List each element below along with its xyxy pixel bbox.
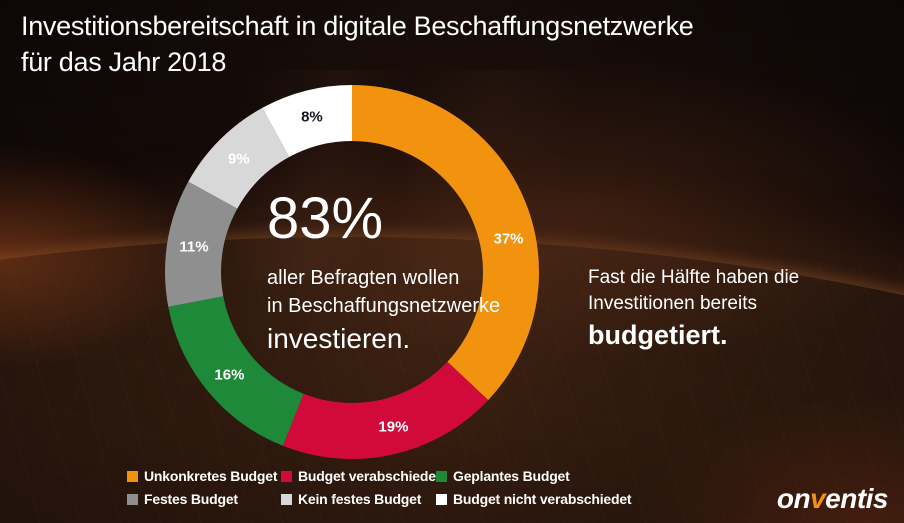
side-note-emphasis: budgetiert. (588, 320, 728, 350)
segment-value-label-3: 16% (214, 366, 245, 384)
legend-label-2: Budget verabschiedet (298, 468, 441, 484)
onventis-logo: onventis (776, 483, 889, 515)
segment-value-label-2: 19% (378, 418, 409, 436)
legend-item-5: Kein festes Budget (281, 491, 436, 507)
center-line-1: aller Befragten wollen (267, 267, 460, 289)
legend-label-3: Geplantes Budget (453, 468, 570, 484)
center-line-2: in Beschaffungsnetzwerke (267, 295, 501, 317)
donut-chart: 37% 19% 16% 11% 9% 8% (165, 85, 539, 459)
donut-segment-6 (165, 85, 539, 459)
legend-swatch-5 (281, 493, 292, 505)
donut-segment-4 (165, 85, 539, 459)
legend-swatch-4 (127, 493, 138, 505)
legend-label-4: Festes Budget (144, 491, 238, 507)
legend-item-2: Budget verabschiedet (281, 468, 440, 484)
page-title-line-2: für das Jahr 2018 (21, 47, 227, 77)
legend-label-1: Unkonkretes Budget (144, 468, 278, 484)
segment-value-label-4: 11% (179, 238, 209, 256)
side-note-line-2: Investitionen bereits (588, 293, 757, 314)
side-note: Fast die Hälfte haben die Investitionen … (588, 265, 799, 351)
legend-swatch-2 (281, 470, 292, 482)
donut-center-annotation: 83% aller Befragten wollen in Beschaffun… (267, 186, 501, 356)
logo-prefix: on (776, 483, 811, 514)
legend-item-6: Budget nicht verabschiedet (436, 491, 632, 507)
legend-item-3: Geplantes Budget (436, 468, 631, 484)
page-title: Investitionsbereitschaft in digitale Bes… (21, 8, 694, 80)
donut-segment-2 (165, 85, 539, 459)
legend-swatch-1 (127, 470, 138, 482)
logo-accent-v: v (810, 483, 826, 514)
legend-item-1: Unkonkretes Budget (127, 468, 281, 484)
segment-value-label-1: 37% (493, 230, 524, 248)
center-headline: 83% (267, 186, 384, 251)
page-title-line-1: Investitionsbereitschaft in digitale Bes… (21, 11, 694, 41)
side-note-line-1: Fast die Hälfte haben die (588, 267, 800, 288)
logo-suffix: entis (825, 483, 888, 514)
legend-label-5: Kein festes Budget (298, 491, 422, 507)
donut-chart-svg (165, 85, 539, 459)
legend-swatch-6 (436, 493, 447, 505)
segment-value-label-5: 9% (228, 150, 250, 168)
legend-label-6: Budget nicht verabschiedet (453, 491, 632, 507)
legend-item-4: Festes Budget (127, 491, 281, 507)
legend-swatch-3 (436, 470, 447, 482)
segment-value-label-6: 8% (301, 108, 323, 126)
chart-legend: Unkonkretes Budget Budget verabschiedet Ge… (127, 468, 632, 507)
center-line-3: investieren. (267, 323, 411, 354)
